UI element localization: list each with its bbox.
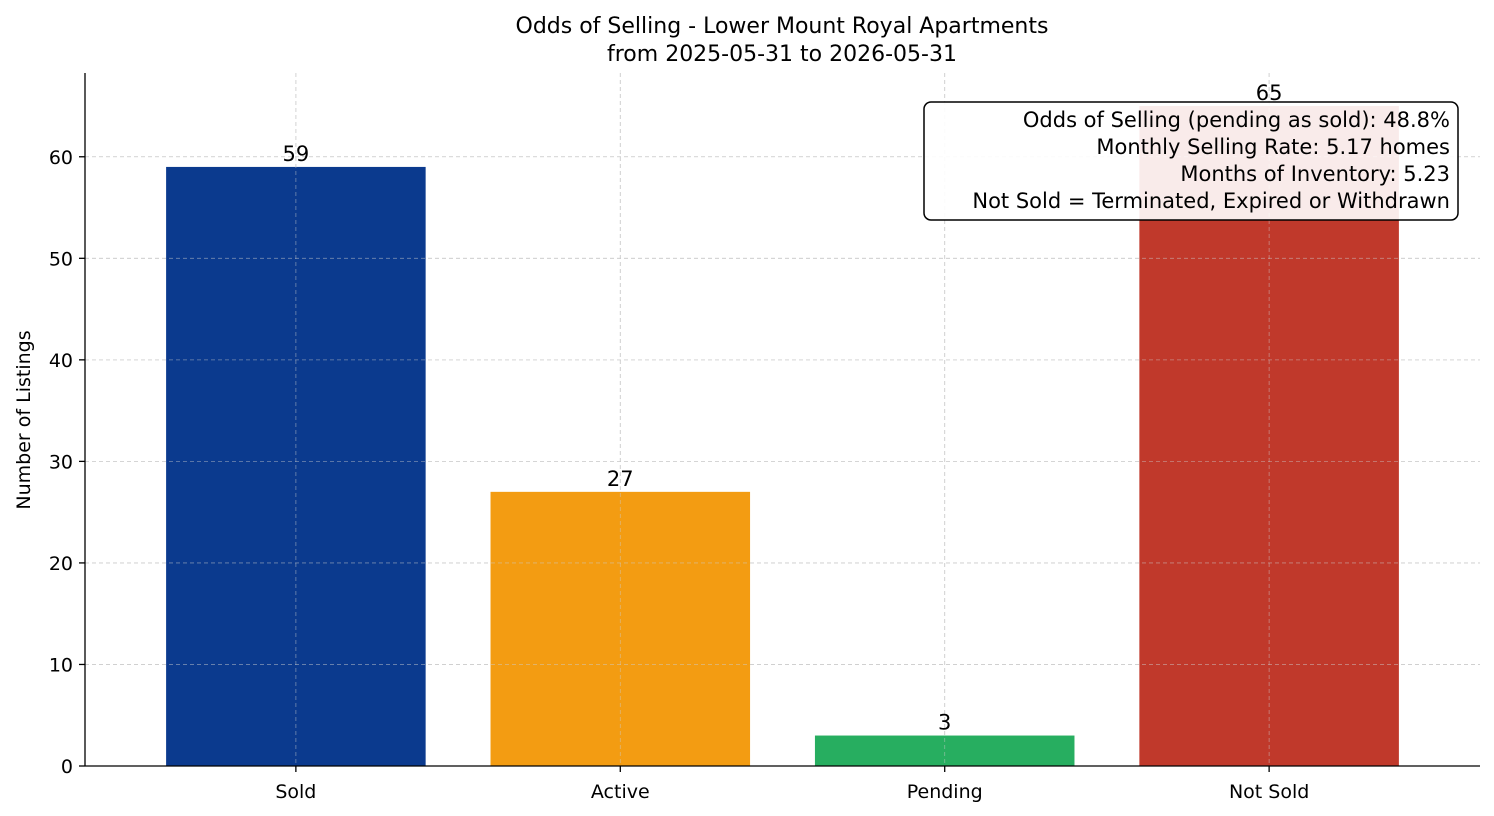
data-labels: 59 27 3 65 — [283, 81, 1283, 735]
bar-value-label: 3 — [938, 711, 951, 735]
x-tick-label: Sold — [275, 781, 316, 803]
info-box-frame — [923, 101, 1459, 221]
y-tick-label: 10 — [49, 654, 73, 676]
y-tick-label: 0 — [61, 756, 73, 778]
axes: 0 10 20 30 40 50 60 Sold Active Pending Not Sold — [49, 73, 1480, 803]
y-tick-label: 20 — [49, 553, 73, 575]
chart-subtitle: from 2025-05-31 to 2026-05-31 — [607, 42, 957, 67]
chart-title: Odds of Selling - Lower Mount Royal Apar… — [516, 14, 1049, 39]
y-axis-label: Number of Listings — [13, 330, 35, 509]
info-line: Monthly Selling Rate: 5.17 homes — [1096, 135, 1450, 159]
y-tick-label: 50 — [49, 248, 73, 270]
bar-value-label: 59 — [283, 142, 310, 166]
info-line: Not Sold = Terminated, Expired or Withdr… — [972, 189, 1450, 213]
info-line: Months of Inventory: 5.23 — [1180, 162, 1450, 186]
y-tick-label: 30 — [49, 451, 73, 473]
x-tick-label: Active — [591, 781, 650, 803]
y-tick-label: 60 — [49, 147, 73, 169]
bar-value-label: 27 — [607, 467, 634, 491]
y-tick-label: 40 — [49, 350, 73, 372]
info-box: Odds of Selling (pending as sold): 48.8%… — [923, 101, 1459, 221]
x-tick-label: Pending — [907, 781, 983, 803]
bar-value-label: 65 — [1256, 81, 1283, 105]
x-tick-label: Not Sold — [1229, 781, 1309, 803]
info-line: Odds of Selling (pending as sold): 48.8% — [1023, 108, 1450, 132]
